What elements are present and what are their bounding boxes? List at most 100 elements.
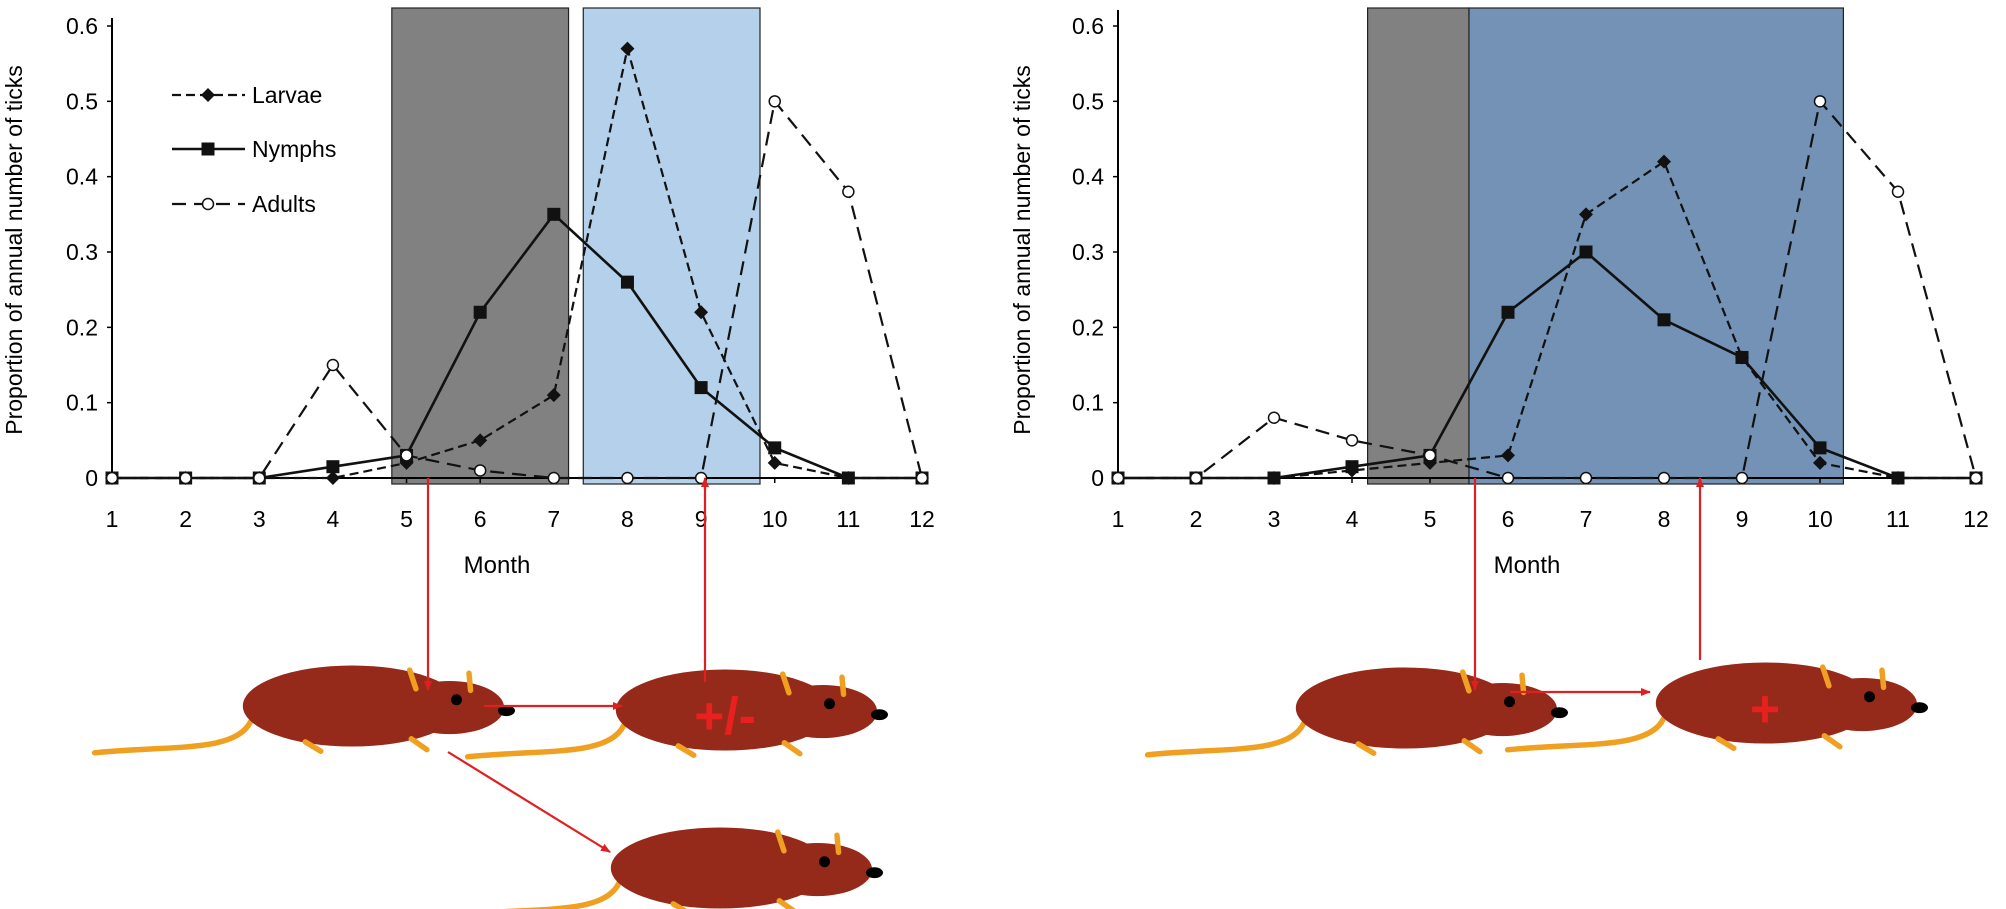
nymphs-point — [1345, 460, 1359, 474]
adults-point — [400, 449, 413, 462]
x-tick-label: 11 — [836, 506, 860, 532]
mouse-leg — [302, 739, 324, 754]
legend-label-1: Larvae — [252, 82, 322, 108]
larvae-point — [1501, 448, 1515, 463]
mouse-leg — [408, 736, 430, 753]
nymphs-point — [620, 275, 634, 289]
adults-point — [253, 471, 266, 485]
adults-point — [915, 471, 929, 485]
adults-point — [179, 471, 192, 485]
adults-point — [1111, 471, 1125, 485]
larvae-point — [325, 471, 340, 485]
x-tick-label: 10 — [762, 506, 788, 532]
y-tick-label: 0.4 — [1072, 164, 1104, 190]
nymphs-point — [768, 441, 782, 455]
infection-status-label: +/- — [694, 686, 756, 744]
x-tick-label: 3 — [253, 506, 266, 532]
y-tick-label: 0.5 — [66, 88, 98, 114]
shaded-period-1 — [391, 7, 570, 485]
mouse-head — [1447, 683, 1558, 737]
mouse-nose — [1910, 702, 1929, 714]
mouse-tail — [91, 718, 254, 756]
x-tick-label: 12 — [1963, 506, 1989, 532]
mouse-nose — [497, 705, 516, 717]
legend-label-3: Adults — [252, 191, 316, 217]
y-tick-label: 0.2 — [1072, 314, 1104, 340]
adults-point — [1657, 471, 1671, 485]
adults-series-line — [112, 98, 924, 480]
legend-marker-2 — [201, 142, 215, 156]
adults-point — [1267, 411, 1281, 424]
y-tick-label: 0 — [85, 465, 98, 491]
x-tick-label: 8 — [1658, 506, 1671, 532]
mouse-nose — [870, 709, 889, 721]
mouse-body — [615, 669, 835, 751]
adults-point — [105, 471, 119, 485]
x-tick-label: 6 — [474, 506, 487, 532]
x-tick-label: 6 — [1502, 506, 1515, 532]
x-axis-label: Month — [464, 552, 531, 579]
mouse-tail — [1144, 720, 1307, 758]
shaded-period-1 — [1366, 7, 1470, 485]
y-tick-label: 0.2 — [66, 314, 98, 340]
mouse-left-2: +/- — [464, 669, 889, 760]
mouse-tail — [1504, 715, 1667, 753]
larvae-point — [1579, 207, 1593, 222]
larvae-point — [620, 41, 635, 56]
adults-point — [1501, 471, 1515, 485]
y-tick-label: 0 — [1091, 465, 1104, 491]
adults-point — [326, 358, 340, 372]
larvae-point — [473, 433, 488, 448]
nymphs-point — [694, 381, 708, 395]
legend-marker-1 — [201, 88, 215, 102]
x-tick-label: 11 — [1886, 506, 1910, 532]
mouse-leg — [675, 743, 697, 758]
mouse-ear — [1519, 672, 1527, 696]
mouse-nose — [1550, 707, 1569, 719]
x-tick-label: 3 — [1268, 506, 1281, 532]
shaded-period-2 — [1468, 7, 1844, 485]
y-tick-label: 0.5 — [1072, 88, 1104, 114]
mouse-leg — [781, 740, 803, 757]
mouse-ear — [466, 670, 474, 694]
legend-label-2: Nymphs — [252, 136, 336, 162]
mouse-body — [610, 827, 830, 909]
mouse-eye — [1504, 696, 1515, 708]
x-tick-label: 2 — [1190, 506, 1203, 532]
mouse-illustrations: +/- + — [91, 477, 1929, 909]
mouse-ear — [406, 667, 419, 692]
adults-point — [473, 464, 487, 477]
larvae-point — [546, 388, 561, 403]
mouse-head — [394, 681, 505, 735]
nymphs-point — [1813, 441, 1827, 455]
nymphs-point — [1579, 245, 1593, 259]
nymphs-point — [326, 460, 340, 474]
adults-point — [547, 471, 561, 485]
mouse-leg — [776, 898, 796, 909]
x-tick-label: 10 — [1807, 506, 1833, 532]
y-tick-label: 0.6 — [66, 13, 98, 39]
mouse-leg — [1355, 741, 1377, 756]
adults-point — [1735, 471, 1749, 485]
mouse-ear — [1819, 664, 1832, 689]
larvae-point — [767, 455, 782, 470]
mouse-ear — [774, 829, 787, 854]
y-tick-label: 0.1 — [66, 390, 98, 416]
x-tick-label: 1 — [1112, 506, 1125, 532]
nymphs-point — [1735, 350, 1749, 364]
adults-point — [1891, 185, 1905, 198]
y-tick-label: 0.3 — [1072, 239, 1104, 265]
legend-marker-3 — [201, 197, 215, 211]
mouse-ear — [1459, 669, 1472, 694]
infection-status-label: + — [1750, 679, 1780, 737]
x-tick-label: 12 — [909, 506, 935, 532]
adults-point — [842, 185, 855, 198]
mouse-tail — [464, 722, 627, 760]
mouse-body — [1295, 667, 1515, 749]
x-tick-label: 4 — [327, 506, 340, 532]
larvae-point — [1813, 455, 1827, 470]
mouse-left-3 — [504, 827, 884, 909]
nymphs-point — [1501, 305, 1515, 319]
y-tick-label: 0.3 — [66, 239, 98, 265]
